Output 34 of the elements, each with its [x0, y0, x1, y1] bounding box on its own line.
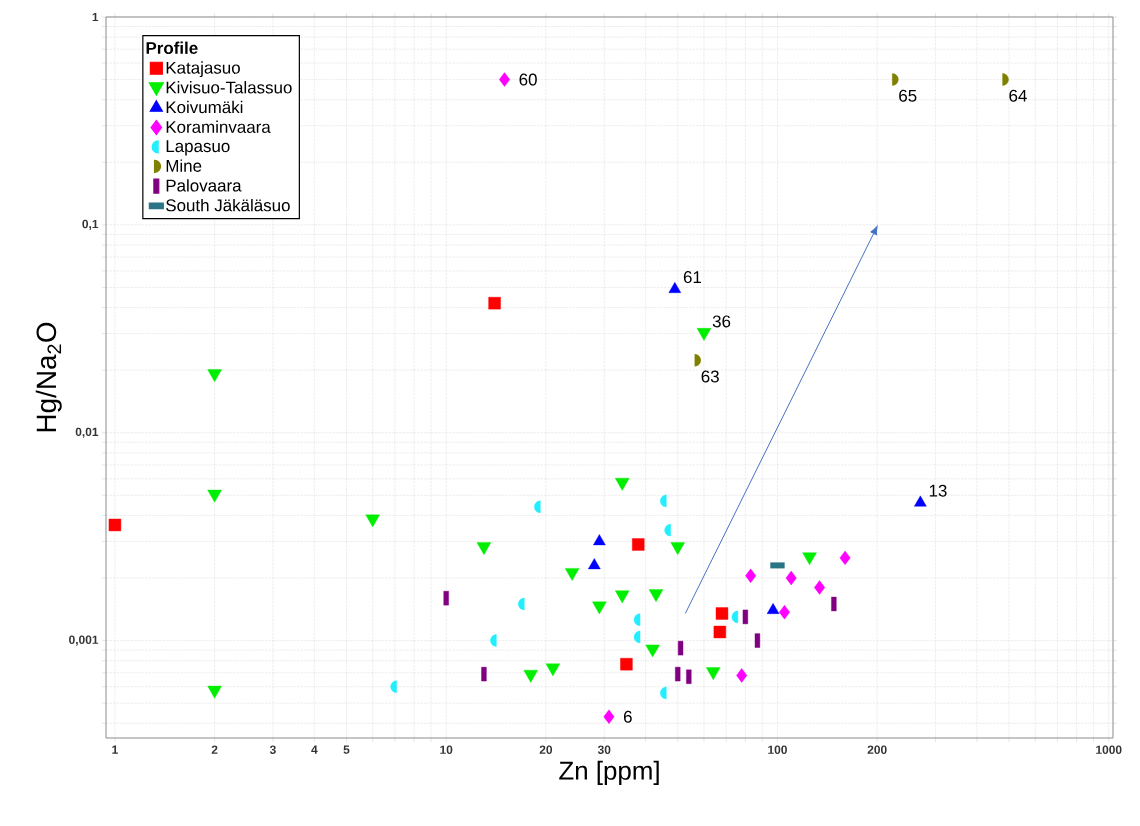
- annotation: 64: [1009, 89, 1027, 102]
- annotation: 65: [899, 89, 917, 102]
- x-tick-label: 100: [768, 745, 787, 754]
- legend-label: Koivumäki: [166, 100, 243, 114]
- legend-label: Palovaara: [166, 179, 242, 192]
- legend-label: Lapasuo: [166, 140, 230, 156]
- x-tick-label: 200: [867, 745, 887, 754]
- legend-label: Kivisuo-Talassuo: [166, 81, 292, 94]
- x-axis-title: Zn [ppm]: [559, 760, 659, 785]
- x-tick-label: 3: [269, 745, 276, 754]
- legend-title: Profile: [146, 41, 198, 55]
- y-axis-title: Hg/Na$_{2}$O: [35, 322, 62, 432]
- annotation: 63: [701, 370, 719, 383]
- annotation: 13: [929, 484, 947, 497]
- legend-label: Katajasuo: [166, 61, 240, 78]
- x-tick-label: 5: [343, 745, 350, 754]
- x-tick-label: 1: [112, 745, 118, 754]
- x-tick-label: 2: [211, 745, 218, 754]
- legend-label: South Jäkäläsuo: [166, 198, 290, 212]
- x-tick-label: 1000: [1096, 745, 1122, 754]
- annotation: 6: [623, 710, 632, 723]
- annotation: 36: [712, 315, 731, 328]
- y-tick-label: 0,01: [75, 427, 99, 438]
- x-tick-label: 10: [440, 745, 453, 754]
- annotation: 60: [519, 73, 537, 86]
- y-tick-label: 1: [92, 12, 99, 22]
- y-tick-label: 0,1: [82, 219, 99, 230]
- legend-label: Koraminvaara: [166, 120, 271, 134]
- annotation: 61: [683, 271, 702, 284]
- x-tick-label: 4: [311, 745, 318, 754]
- x-tick-label: 30: [597, 745, 611, 754]
- x-tick-label: 20: [539, 745, 553, 754]
- y-tick-label: 0,001: [69, 635, 99, 646]
- legend-label: Mine: [166, 159, 202, 172]
